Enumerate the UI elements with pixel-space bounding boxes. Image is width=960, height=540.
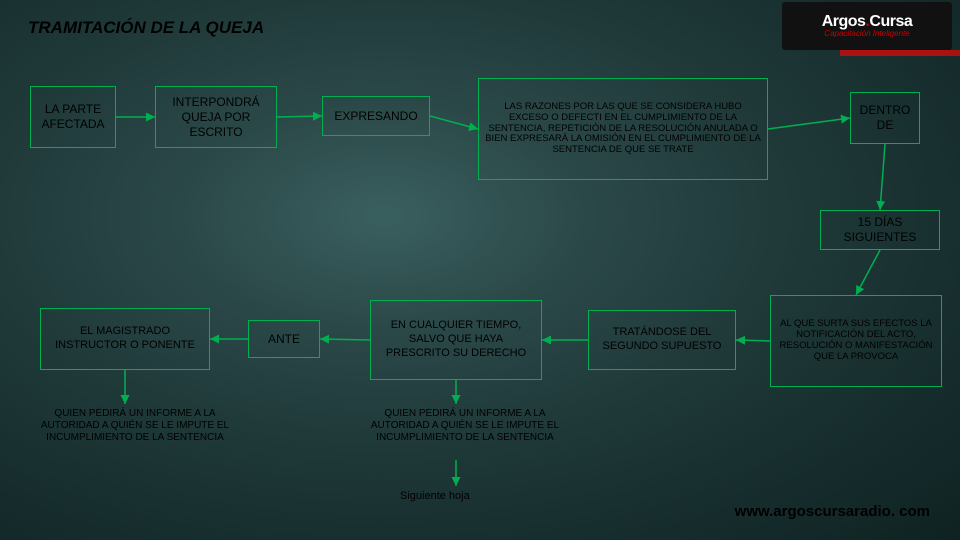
logo-text-1b: Cursa [869, 13, 912, 30]
node-15-dias: 15 DÍAS SIGUIENTES [820, 210, 940, 250]
free-text-left: QUIEN PEDIRÁ UN INFORME A LA AUTORIDAD A… [30, 408, 240, 444]
node-cualquier-tiempo: EN CUALQUIER TIEMPO, SALVO QUE HAYA PRES… [370, 300, 542, 380]
next-page-label: Siguiente hoja [400, 490, 470, 502]
node-dentro-de: DENTRO DE [850, 92, 920, 144]
node-expresando: EXPRESANDO [322, 96, 430, 136]
node-parte-afectada: LA PARTE AFECTADA [30, 86, 116, 148]
node-ante: ANTE [248, 320, 320, 358]
node-surta-efectos: AL QUE SURTA SUS EFECTOS LA NOTIFICACIÓN… [770, 295, 942, 387]
logo-text-2: Capacitación Inteligente [824, 30, 909, 38]
node-segundo-supuesto: TRATÁNDOSE DEL SEGUNDO SUPUESTO [588, 310, 736, 370]
website-url: www.argoscursaradio. com [735, 503, 930, 520]
logo: Argos.Cursa Capacitación Inteligente [782, 2, 952, 50]
free-text-mid: QUIEN PEDIRÁ UN INFORME A LA AUTORIDAD A… [360, 408, 570, 444]
node-razones: LAS RAZONES POR LAS QUE SE CONSIDERA HUB… [478, 78, 768, 180]
logo-text-1a: Argos [822, 13, 866, 30]
node-magistrado: EL MAGISTRADO INSTRUCTOR O PONENTE [40, 308, 210, 370]
node-interpondra: INTERPONDRÁ QUEJA POR ESCRITO [155, 86, 277, 148]
logo-redbar [840, 50, 960, 56]
page-title: TRAMITACIÓN DE LA QUEJA [28, 18, 264, 38]
